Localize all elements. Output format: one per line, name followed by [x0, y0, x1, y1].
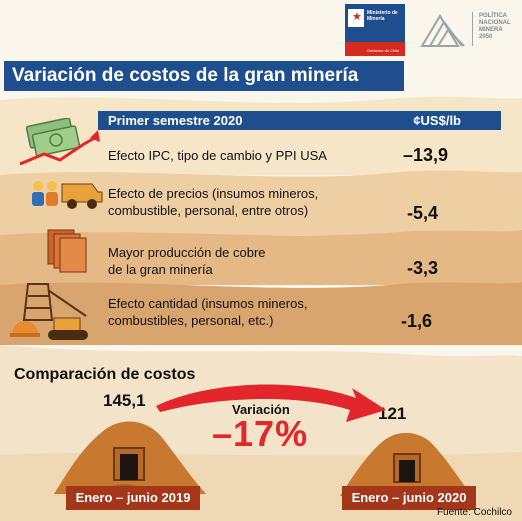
period-header: Primer semestre 2020	[108, 113, 243, 128]
policy-logo-icon	[420, 14, 465, 47]
copper-plates-icon	[47, 229, 87, 273]
start-value: 145,1	[103, 391, 146, 410]
variation-label: Variación	[232, 402, 290, 417]
row-3-value: -3,3	[406, 258, 438, 278]
logo-divider	[472, 12, 473, 46]
money-chart-icon	[19, 118, 100, 166]
ministry-red-band	[345, 42, 405, 56]
policy-logo-text: POLÍTICA NACIONAL MINERA 2050	[479, 13, 511, 40]
row-2-value: -5,4	[406, 203, 438, 223]
chile-shield-icon: ★	[348, 9, 364, 27]
row-2-label: Efecto de precios (insumos mineros, comb…	[108, 186, 319, 218]
row-3-label: Mayor producción de cobre de la gran min…	[108, 245, 266, 277]
page-title: Variación de costos de la gran minería	[4, 61, 404, 91]
workers-truck-icon	[32, 181, 103, 209]
decrease-arrow-icon	[156, 384, 386, 422]
variation-percent: –17%	[212, 413, 309, 454]
ministry-subtitle: Gobierno de Chile	[367, 48, 400, 53]
table-header: Primer semestre 2020 ¢US$/lb	[98, 111, 501, 130]
row-1-label: Efecto IPC, tipo de cambio y PPI USA	[108, 148, 327, 163]
ministry-name: Ministerio de Minería	[367, 10, 398, 22]
period-2020: Enero – junio 2020	[342, 486, 476, 510]
source-note: Fuente: Cochilco	[436, 507, 512, 518]
row-1-value: –13,9	[402, 145, 448, 165]
period-2019: Enero – junio 2019	[66, 486, 200, 510]
mine-equipment-icon	[10, 283, 88, 340]
comparison-title: Comparación de costos	[14, 366, 196, 383]
row-4-value: -1,6	[400, 311, 432, 331]
ministry-logo: ★ Ministerio de Minería Gobierno de Chil…	[345, 4, 405, 56]
unit-header: ¢US$/lb	[413, 113, 461, 128]
row-4-label: Efecto cantidad (insumos mineros, combus…	[108, 296, 308, 328]
end-value: 121	[378, 404, 407, 423]
